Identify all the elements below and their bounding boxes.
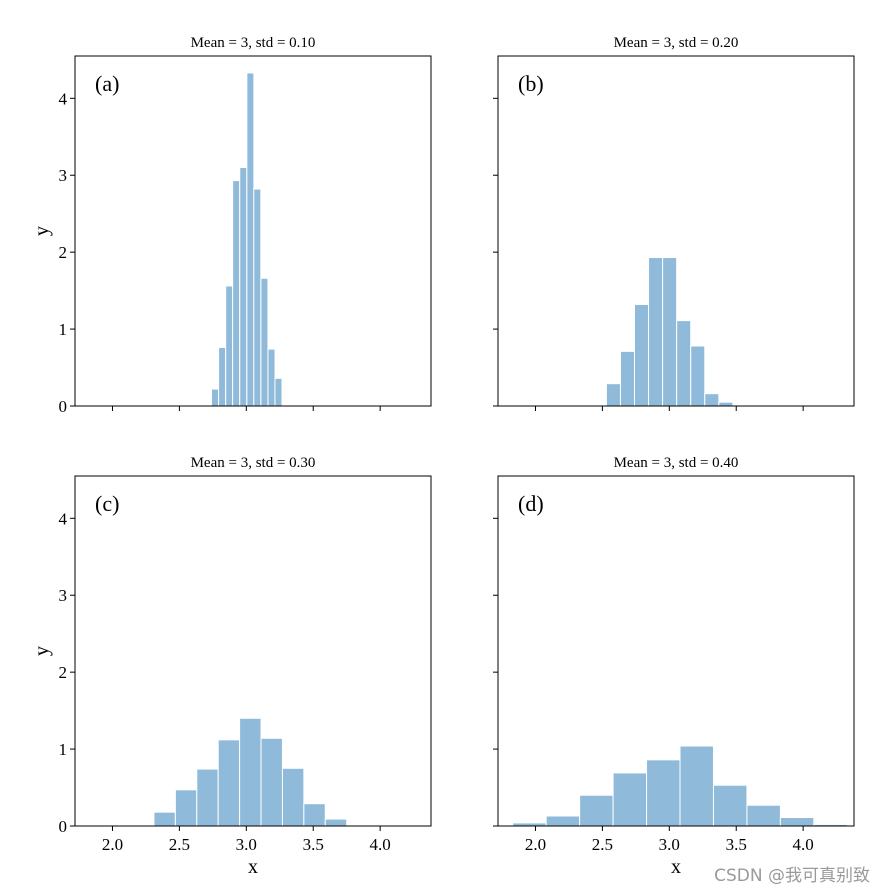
x-axis-label: x: [248, 856, 258, 878]
histogram-bar: [746, 804, 781, 827]
histogram-bar: [274, 377, 283, 407]
subplot-title: Mean = 3, std = 0.20: [614, 35, 739, 51]
y-tick-label: 2: [59, 663, 68, 682]
x-tick-label: 3.5: [303, 835, 324, 854]
subplot-title: Mean = 3, std = 0.10: [191, 35, 316, 51]
subplot-title: Mean = 3, std = 0.30: [191, 455, 316, 471]
histogram-bar: [712, 784, 748, 827]
histogram-bar: [217, 739, 241, 827]
plot-frame: [74, 55, 432, 407]
plot-frame: [497, 55, 855, 407]
subplot-1: 0 1 2 3 4 Mean = 3, std = 0.10 (a) y: [31, 35, 432, 416]
y-tick-label: 4: [59, 89, 68, 108]
histogram-bar: [619, 350, 636, 407]
histogram-bars: [605, 257, 734, 407]
histogram-bar: [634, 303, 650, 407]
histogram-bar: [605, 383, 621, 407]
histogram-bar: [646, 759, 681, 827]
x-tick-label: 2.5: [592, 835, 613, 854]
histogram-bar: [662, 257, 678, 407]
subplot-grid: 0 1 2 3 4 Mean = 3, std = 0.10 (a) y Mean = 3, s…: [31, 35, 855, 878]
subplot-title: Mean = 3, std = 0.40: [614, 455, 739, 471]
histogram-bar: [303, 803, 326, 827]
histogram-bar: [281, 767, 305, 827]
y-axis-label: y: [31, 226, 53, 236]
histogram-bar: [579, 794, 614, 827]
panel-label: (a): [95, 71, 119, 96]
histogram-bars: [153, 717, 348, 827]
panel-label: (b): [518, 71, 544, 96]
histogram-bar: [612, 772, 648, 827]
x-tick-label: 4.0: [793, 835, 814, 854]
panel-label: (d): [518, 491, 544, 516]
histogram-bar: [239, 717, 262, 827]
histogram-bar: [679, 745, 714, 827]
histogram-bar: [260, 737, 283, 827]
x-tick-label: 2.0: [525, 835, 546, 854]
histogram-bar: [174, 789, 198, 827]
subplot-4: 2.0 2.5 3.0 3.5 4.0 Mean = 3, std = 0.40 (d) x: [493, 455, 855, 878]
subplot-3: 2.0 2.5 3.0 3.5 4.0 0 1 2 3 4 Mean = 3, std = 0.30…: [31, 455, 432, 878]
y-tick-label: 0: [59, 817, 68, 836]
histogram-bar: [324, 818, 348, 827]
plot-frame: [497, 475, 855, 827]
x-tick-label: 3.5: [726, 835, 747, 854]
x-tick-label: 3.0: [236, 835, 257, 854]
histogram-bar: [239, 167, 248, 407]
y-tick-label: 3: [59, 166, 68, 185]
y-tick-label: 2: [59, 243, 68, 262]
subplot-2: Mean = 3, std = 0.20 (b): [493, 35, 855, 411]
histogram-bar: [545, 815, 581, 827]
panel-label: (c): [95, 491, 119, 516]
x-tick-label: 4.0: [370, 835, 391, 854]
y-tick-label: 4: [59, 509, 68, 528]
histogram-bar: [153, 811, 176, 827]
x-tick-label: 2.5: [169, 835, 190, 854]
y-tick-label: 1: [59, 320, 68, 339]
histogram-bars: [512, 745, 848, 827]
histogram-bar: [690, 345, 706, 407]
x-axis-label: x: [671, 856, 681, 878]
plot-frame: [74, 475, 432, 827]
histogram-bar: [648, 257, 664, 407]
histogram-bar: [718, 401, 734, 407]
histogram-bar: [260, 277, 269, 407]
histogram-bar: [267, 348, 276, 407]
histogram-bar: [704, 393, 720, 407]
histogram-bar: [676, 320, 692, 407]
y-tick-label: 3: [59, 586, 68, 605]
watermark: CSDN @我可真别致: [714, 866, 870, 886]
y-tick-label: 0: [59, 397, 68, 416]
y-axis-label: y: [31, 646, 53, 656]
y-tick-label: 1: [59, 740, 68, 759]
histogram-bar: [232, 180, 241, 407]
histogram-bar: [225, 285, 234, 407]
x-tick-label: 3.0: [659, 835, 680, 854]
histogram-bar: [196, 768, 219, 827]
histogram-bars: [211, 72, 283, 407]
histogram-bar: [211, 388, 220, 407]
x-tick-label: 2.0: [102, 835, 123, 854]
histogram-bar: [246, 72, 255, 407]
histogram-bar: [779, 817, 815, 827]
histogram-bar: [218, 347, 227, 407]
histogram-bar: [253, 188, 262, 407]
